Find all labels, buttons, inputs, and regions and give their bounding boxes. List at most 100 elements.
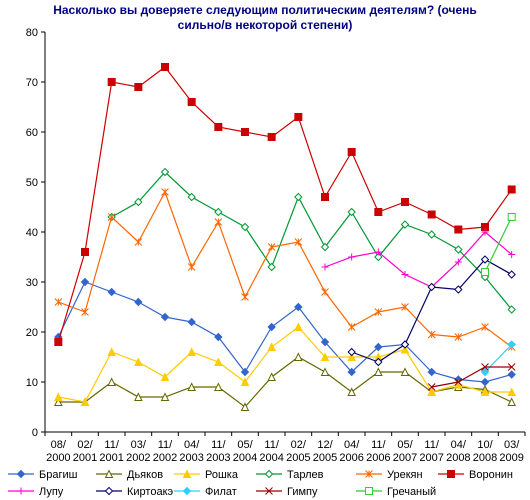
series-3 — [54, 322, 516, 406]
series-5 — [54, 188, 516, 351]
series-8 — [347, 255, 516, 367]
series-line — [484, 216, 513, 273]
legend-marker — [365, 470, 373, 478]
data-point — [134, 83, 143, 91]
legend-marker — [182, 469, 192, 478]
x-tick-label: 04/ — [451, 439, 467, 451]
data-point — [134, 197, 143, 207]
series-6 — [54, 63, 516, 346]
x-tick-label: 2007 — [393, 452, 417, 464]
data-point — [480, 377, 490, 387]
series-line — [431, 366, 512, 388]
data-point — [321, 193, 329, 201]
legend-label: Тарлев — [287, 469, 324, 481]
data-point — [347, 387, 356, 396]
x-tick-label: 2007 — [419, 452, 443, 464]
data-point — [347, 347, 356, 357]
y-tick-label: 80 — [26, 27, 38, 39]
data-point — [107, 78, 116, 86]
legend-entry: Дьяков — [96, 469, 163, 481]
x-tick-label: 2002 — [126, 452, 150, 464]
data-point — [214, 218, 223, 226]
data-point — [134, 357, 143, 366]
legend-marker — [104, 469, 114, 478]
data-point — [54, 338, 63, 346]
data-point — [401, 271, 409, 278]
data-point — [507, 213, 516, 221]
data-point — [427, 387, 436, 396]
x-tick-label: 04/ — [184, 439, 200, 451]
data-point — [80, 397, 90, 406]
data-point — [507, 370, 516, 379]
data-point — [347, 148, 356, 156]
data-point — [508, 251, 516, 258]
y-tick-label: 10 — [26, 377, 38, 389]
data-point — [214, 123, 223, 131]
data-point — [507, 270, 516, 279]
legend-marker — [17, 487, 25, 495]
x-tick-label: 10/ — [477, 439, 493, 451]
data-point — [294, 192, 303, 202]
y-tick-label: 30 — [26, 277, 38, 289]
data-point — [427, 210, 436, 219]
legend-entry: Рошка — [174, 469, 239, 481]
legend: Брагиш Дьяков Рошка Тарлев Урекян Воронин Лупу… — [8, 469, 513, 498]
series-line — [58, 326, 512, 403]
legend-label: Воронин — [469, 469, 513, 481]
legend-entry: Воронин — [438, 469, 513, 481]
legend-entry: Урекян — [356, 469, 423, 481]
x-tick-label: 2000 — [46, 452, 70, 464]
data-point — [134, 392, 143, 401]
legend-marker — [265, 487, 273, 495]
x-tick-label: 2005 — [286, 452, 310, 464]
data-point — [187, 382, 196, 391]
x-tick-label: 03/ — [504, 439, 520, 451]
legend-marker — [264, 469, 274, 479]
legend-label: Рошка — [205, 469, 239, 481]
x-tick-label: 05/ — [237, 439, 253, 451]
data-point — [160, 392, 170, 401]
x-tick-label: 11/ — [371, 439, 386, 451]
data-point — [348, 253, 356, 261]
data-point — [454, 333, 463, 341]
data-point — [374, 342, 383, 352]
data-point — [81, 308, 89, 316]
data-point — [107, 347, 116, 356]
x-tick-label: 2003 — [206, 452, 230, 464]
data-point — [294, 302, 303, 312]
data-point — [454, 245, 463, 254]
data-point — [427, 330, 436, 339]
chart-subtitle: сильно/в некоторой степени) — [177, 18, 353, 32]
y-tick-label: 0 — [32, 427, 38, 439]
data-point — [81, 248, 89, 256]
data-point — [347, 367, 356, 377]
x-tick-label: 11/ — [211, 439, 226, 451]
data-point — [267, 262, 276, 272]
data-point — [267, 133, 276, 141]
data-point — [54, 397, 63, 406]
data-point — [481, 363, 489, 371]
data-point — [187, 347, 196, 356]
data-point — [481, 268, 489, 276]
legend-label: Дьяков — [127, 469, 163, 481]
y-tick-label: 50 — [26, 177, 38, 189]
data-point — [401, 303, 409, 311]
data-point — [507, 363, 516, 371]
data-point — [454, 225, 463, 234]
data-point — [187, 98, 196, 106]
data-point — [187, 192, 196, 202]
legend-label: Урекян — [387, 469, 423, 481]
data-point — [374, 357, 383, 367]
data-point — [320, 367, 330, 376]
data-point — [374, 252, 383, 262]
x-tick-label: 2005 — [313, 452, 337, 464]
x-tick-label: 02/ — [77, 439, 93, 451]
legend-entry: Тарлев — [256, 469, 324, 481]
data-point — [214, 382, 223, 391]
data-point — [507, 397, 516, 406]
data-point — [187, 263, 196, 271]
legend-entry: Гимпу — [256, 486, 318, 498]
data-point — [507, 185, 516, 194]
data-point — [427, 282, 436, 292]
